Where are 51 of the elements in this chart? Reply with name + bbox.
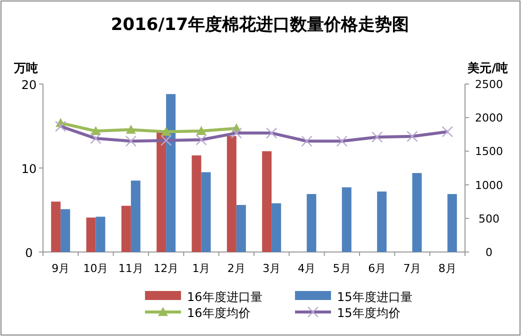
point [126,124,136,134]
bar [201,172,211,252]
y2-tick-label: 2000 [475,112,503,125]
point [196,126,206,136]
x-tick-label: 6月 [368,262,386,275]
point [161,126,172,136]
bar [130,180,140,252]
x-tick-label: 12月 [154,262,179,275]
bar [192,155,202,252]
x-tick-label: 4月 [298,262,316,275]
bar [412,173,422,252]
legend-label: 16年度进口量 [187,290,262,304]
x-tick-label: 7月 [403,262,422,275]
bar [262,151,272,252]
x-tick-label: 10月 [83,262,108,275]
x-tick-label: 11月 [118,262,144,275]
bar [60,209,70,252]
y2-tick-label: 0 [486,246,492,259]
bar [236,204,246,252]
y-tick-label: 10 [21,162,37,176]
legend-label: 15年度进口量 [337,290,412,304]
x-tick-label: 3月 [262,262,281,275]
bar [51,202,61,252]
legend-label: 15年度均价 [337,306,400,320]
bar [86,218,96,252]
y2-tick-label: 500 [478,212,500,226]
bar [96,216,106,252]
x-tick-label: 9月 [52,262,70,275]
y2-axis-title: 美元/吨 [466,61,508,75]
bar [226,136,236,252]
point [90,126,101,136]
y2-tick-label: 1500 [475,145,503,158]
x-tick-label: 8月 [438,262,456,275]
x-tick-label: 5月 [332,262,351,275]
x-tick-label: 2月 [227,262,246,275]
y2-tick-label: 2500 [475,78,503,91]
bar [166,94,176,252]
y-tick-label: 0 [25,246,33,260]
y-axis-title: 万吨 [13,61,38,75]
bar [377,192,387,252]
bar [447,194,457,252]
bar [121,206,131,252]
y2-tick-label: 1000 [475,178,503,192]
bar [272,203,282,252]
x-tick-label: 1月 [192,262,210,275]
bar [156,132,166,252]
bar [342,187,352,252]
legend-label: 16年度均价 [187,306,250,320]
bar [306,194,316,252]
chart-title: 2016/17年度棉花进口数量价格走势图 [110,15,410,35]
y-tick-label: 20 [21,78,37,92]
